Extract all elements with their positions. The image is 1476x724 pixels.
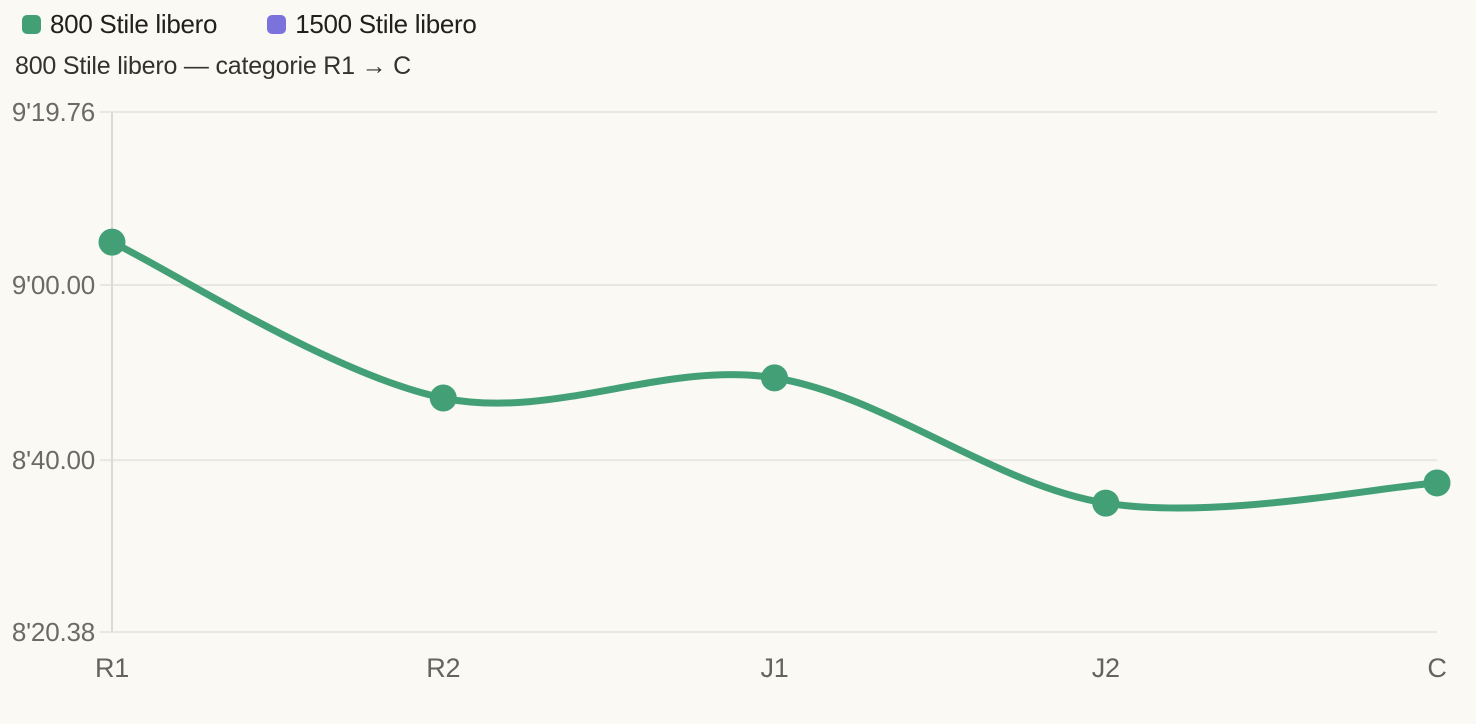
data-point-R2[interactable] — [429, 384, 457, 412]
legend-label: 1500 Stile libero — [295, 9, 477, 39]
legend-label: 800 Stile libero — [50, 9, 218, 39]
y-tick-label: 9'00.00 — [12, 270, 95, 300]
chart-subtitle: 800 Stile libero — categorie R1 → C — [15, 52, 411, 80]
y-tick-label: 8'20.38 — [12, 617, 95, 647]
y-tick-label: 9'19.76 — [12, 97, 95, 127]
data-point-J2[interactable] — [1092, 489, 1120, 517]
legend-swatch-icon — [22, 14, 41, 34]
x-axis-label: R1 — [95, 653, 129, 683]
chart-legend: 800 Stile libero 1500 Stile libero — [22, 11, 477, 37]
data-point-C[interactable] — [1423, 469, 1451, 497]
legend-item-800-stile-libero[interactable]: 800 Stile libero — [22, 9, 218, 39]
data-point-J1[interactable] — [761, 364, 788, 392]
x-axis-label: J2 — [1092, 653, 1120, 683]
data-point-R1[interactable] — [98, 228, 126, 256]
x-axis-label: C — [1427, 653, 1446, 683]
x-axis-label: R2 — [426, 653, 460, 683]
legend-item-1500-stile-libero[interactable]: 1500 Stile libero — [267, 9, 477, 39]
x-axis-label: J1 — [760, 653, 788, 683]
legend-swatch-icon — [267, 14, 287, 34]
y-tick-label: 8'40.00 — [12, 445, 95, 475]
